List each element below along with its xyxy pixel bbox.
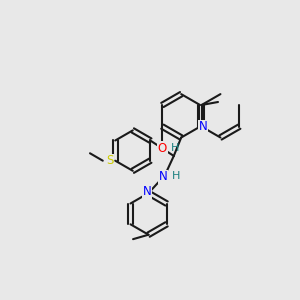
Text: H: H (171, 143, 179, 153)
Text: N: N (143, 185, 152, 198)
Text: N: N (159, 170, 168, 183)
Text: S: S (106, 154, 114, 167)
Text: O: O (158, 142, 167, 154)
Text: H: H (171, 171, 180, 181)
Text: N: N (199, 120, 208, 133)
